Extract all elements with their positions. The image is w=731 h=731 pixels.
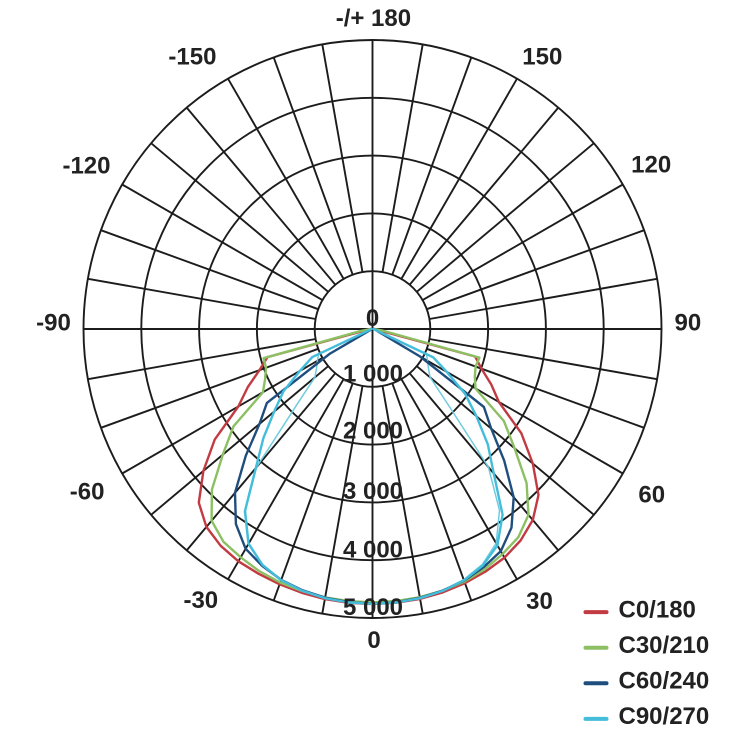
svg-text:0: 0 [366, 305, 379, 332]
svg-text:150: 150 [522, 44, 562, 71]
svg-text:4 000: 4 000 [343, 537, 403, 564]
svg-text:1 000: 1 000 [343, 360, 403, 387]
svg-text:C60/240: C60/240 [619, 668, 710, 695]
svg-text:30: 30 [526, 588, 553, 615]
svg-text:120: 120 [631, 152, 671, 179]
svg-text:60: 60 [638, 482, 665, 509]
svg-text:C30/210: C30/210 [619, 632, 710, 659]
svg-text:-120: -120 [62, 152, 110, 179]
svg-text:3 000: 3 000 [343, 478, 403, 505]
svg-text:C90/270: C90/270 [619, 703, 710, 730]
svg-text:C0/180: C0/180 [619, 596, 696, 623]
svg-text:2 000: 2 000 [343, 418, 403, 445]
svg-text:-90: -90 [36, 309, 71, 336]
svg-text:-60: -60 [70, 478, 105, 505]
svg-text:90: 90 [675, 310, 702, 337]
svg-text:-30: -30 [183, 587, 218, 614]
svg-text:-/+ 180: -/+ 180 [336, 5, 411, 32]
svg-text:-150: -150 [168, 43, 216, 70]
svg-text:0: 0 [367, 627, 380, 654]
svg-text:5 000: 5 000 [343, 594, 403, 621]
